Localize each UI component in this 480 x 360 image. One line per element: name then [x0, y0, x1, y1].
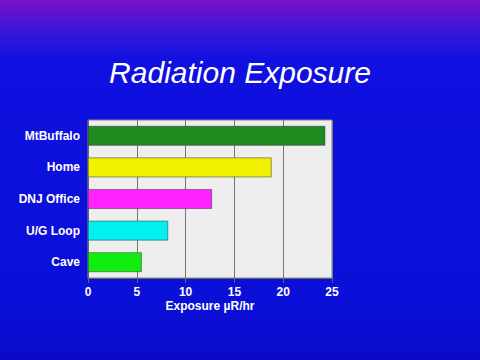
svg-text:20: 20	[277, 285, 291, 299]
svg-text:MtBuffalo: MtBuffalo	[25, 129, 80, 143]
svg-text:15: 15	[228, 285, 242, 299]
svg-text:Cave: Cave	[51, 255, 80, 269]
svg-text:5: 5	[133, 285, 140, 299]
svg-text:Radiation Exposure: Radiation Exposure	[109, 56, 371, 89]
svg-text:DNJ Office: DNJ Office	[19, 192, 81, 206]
svg-text:Home: Home	[47, 160, 81, 174]
svg-text:10: 10	[179, 285, 193, 299]
svg-text:25: 25	[325, 285, 339, 299]
svg-text:U/G Loop: U/G Loop	[26, 224, 80, 238]
svg-text:Exposure µR/hr: Exposure µR/hr	[166, 299, 255, 313]
svg-text:0: 0	[85, 285, 92, 299]
